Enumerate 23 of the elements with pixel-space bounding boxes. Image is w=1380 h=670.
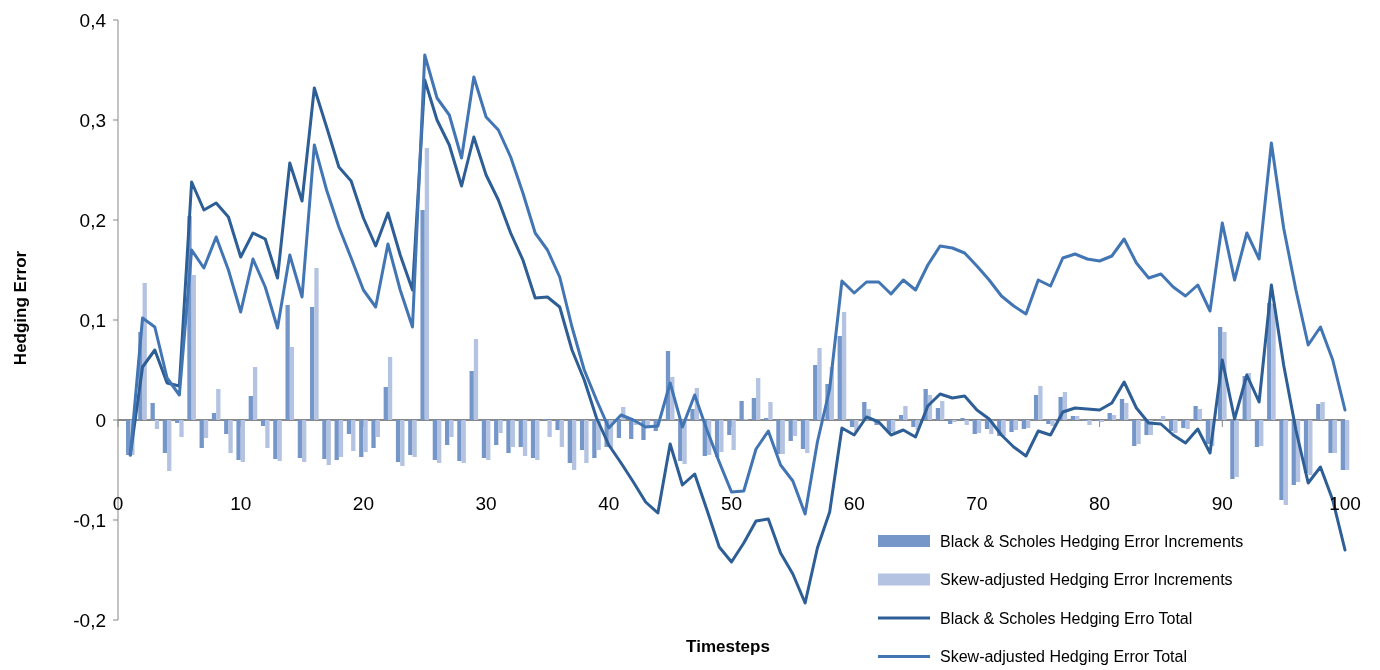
legend-label: Skew-adjusted Hedging Error Total (940, 648, 1187, 666)
legend-label: Skew-adjusted Hedging Error Increments (940, 571, 1233, 589)
legend-label: Black & Scholes Hedging Erro Total (940, 609, 1193, 627)
y-tick-label: 0,4 (79, 9, 107, 31)
y-tick-label: 0 (95, 409, 106, 431)
y-tick-label: 0,3 (79, 109, 106, 131)
x-tick-label: 40 (598, 493, 620, 514)
legend-label: Black & Scholes Hedging Error Increments (940, 532, 1244, 550)
y-tick-label: -0,2 (73, 609, 106, 631)
x-tick-label: 80 (1089, 493, 1111, 514)
x-tick-label: 20 (352, 493, 374, 514)
x-tick-label: 10 (230, 493, 252, 514)
x-tick-label: 70 (966, 493, 988, 514)
x-tick-label: 60 (843, 493, 865, 514)
x-tick-label: 50 (720, 493, 743, 514)
x-tick-label: 0 (112, 493, 124, 514)
y-axis-title: Hedging Error (11, 250, 30, 366)
x-tick-label: 30 (475, 493, 497, 514)
y-tick-label: 0,2 (79, 209, 106, 231)
y-tick-label: -0,1 (73, 509, 106, 531)
y-tick-label: 0,1 (79, 309, 106, 331)
x-axis-title: Timesteps (686, 637, 770, 656)
x-tick-label: 90 (1211, 493, 1233, 514)
